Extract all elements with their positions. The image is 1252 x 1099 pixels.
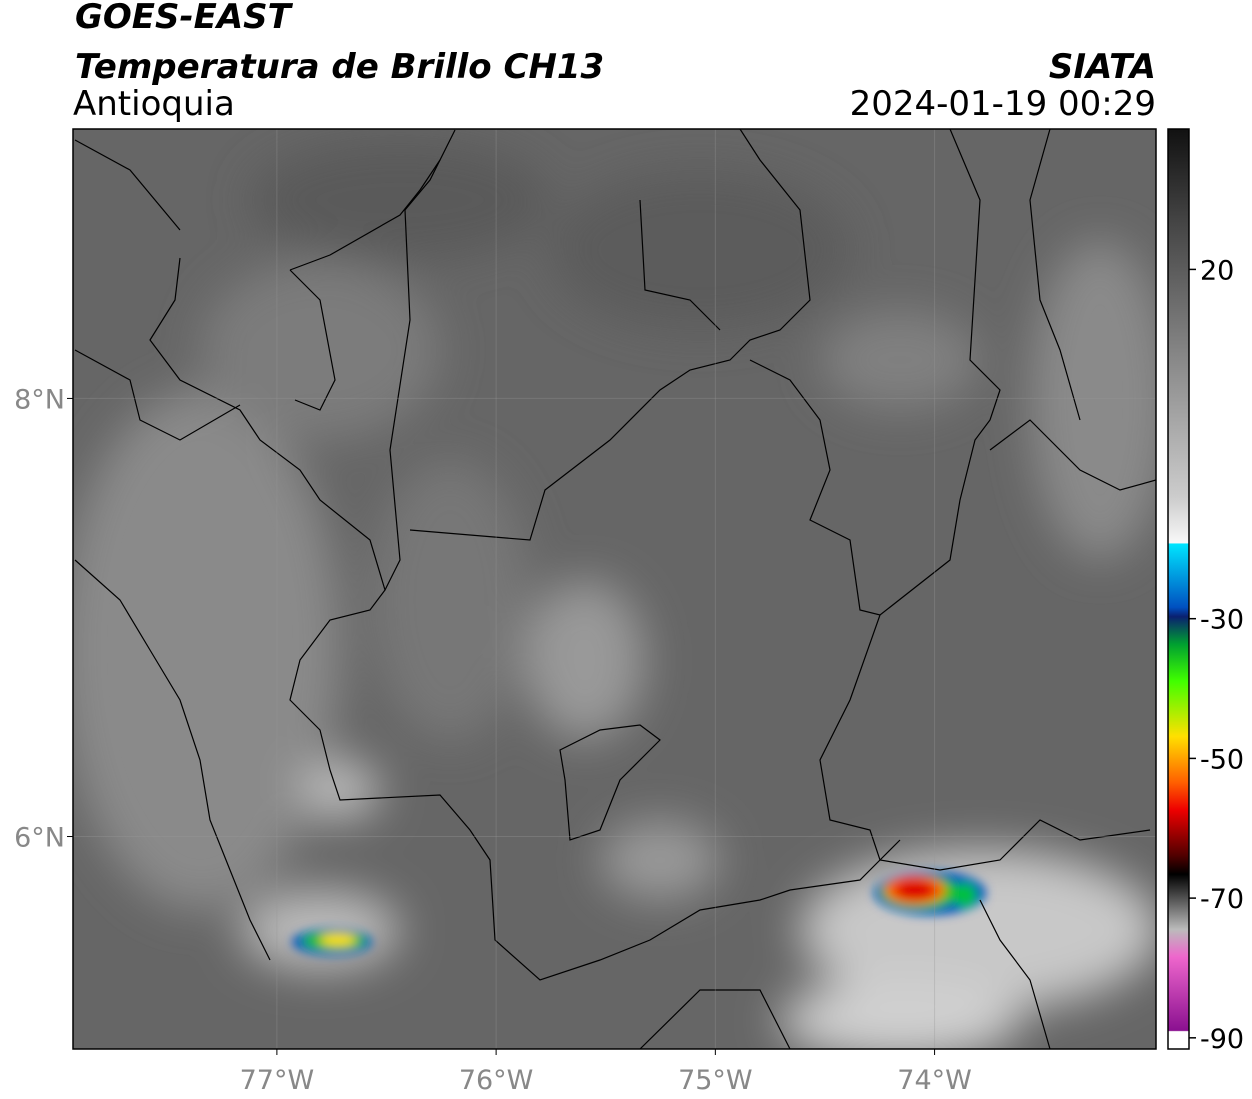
colorbar-tick-label: -50 (1200, 744, 1244, 775)
colorbar-tick-label: -30 (1200, 605, 1244, 636)
source: SIATA (1049, 47, 1156, 87)
colorbar-tick-label: -90 (1200, 1024, 1244, 1055)
y-tick-label: 8°N (14, 384, 65, 415)
x-tick-label: 75°W (678, 1065, 753, 1096)
y-tick-label: 6°N (14, 823, 65, 854)
subtitle: Temperatura de Brillo CH13 (75, 47, 604, 87)
colorbar (1167, 128, 1190, 1050)
datetime: 2024-01-19 00:29 (850, 84, 1156, 124)
colorbar-tick-label: 20 (1200, 255, 1234, 286)
x-tick-label: 74°W (897, 1065, 972, 1096)
colorbar-tick-label: -70 (1200, 884, 1244, 915)
x-tick-label: 76°W (459, 1065, 534, 1096)
satellite-image (73, 129, 1156, 1049)
x-tick-label: 77°W (240, 1065, 315, 1096)
title: GOES-EAST (75, 0, 294, 37)
map-frame (72, 128, 1157, 1050)
region: Antioquia (73, 84, 235, 124)
